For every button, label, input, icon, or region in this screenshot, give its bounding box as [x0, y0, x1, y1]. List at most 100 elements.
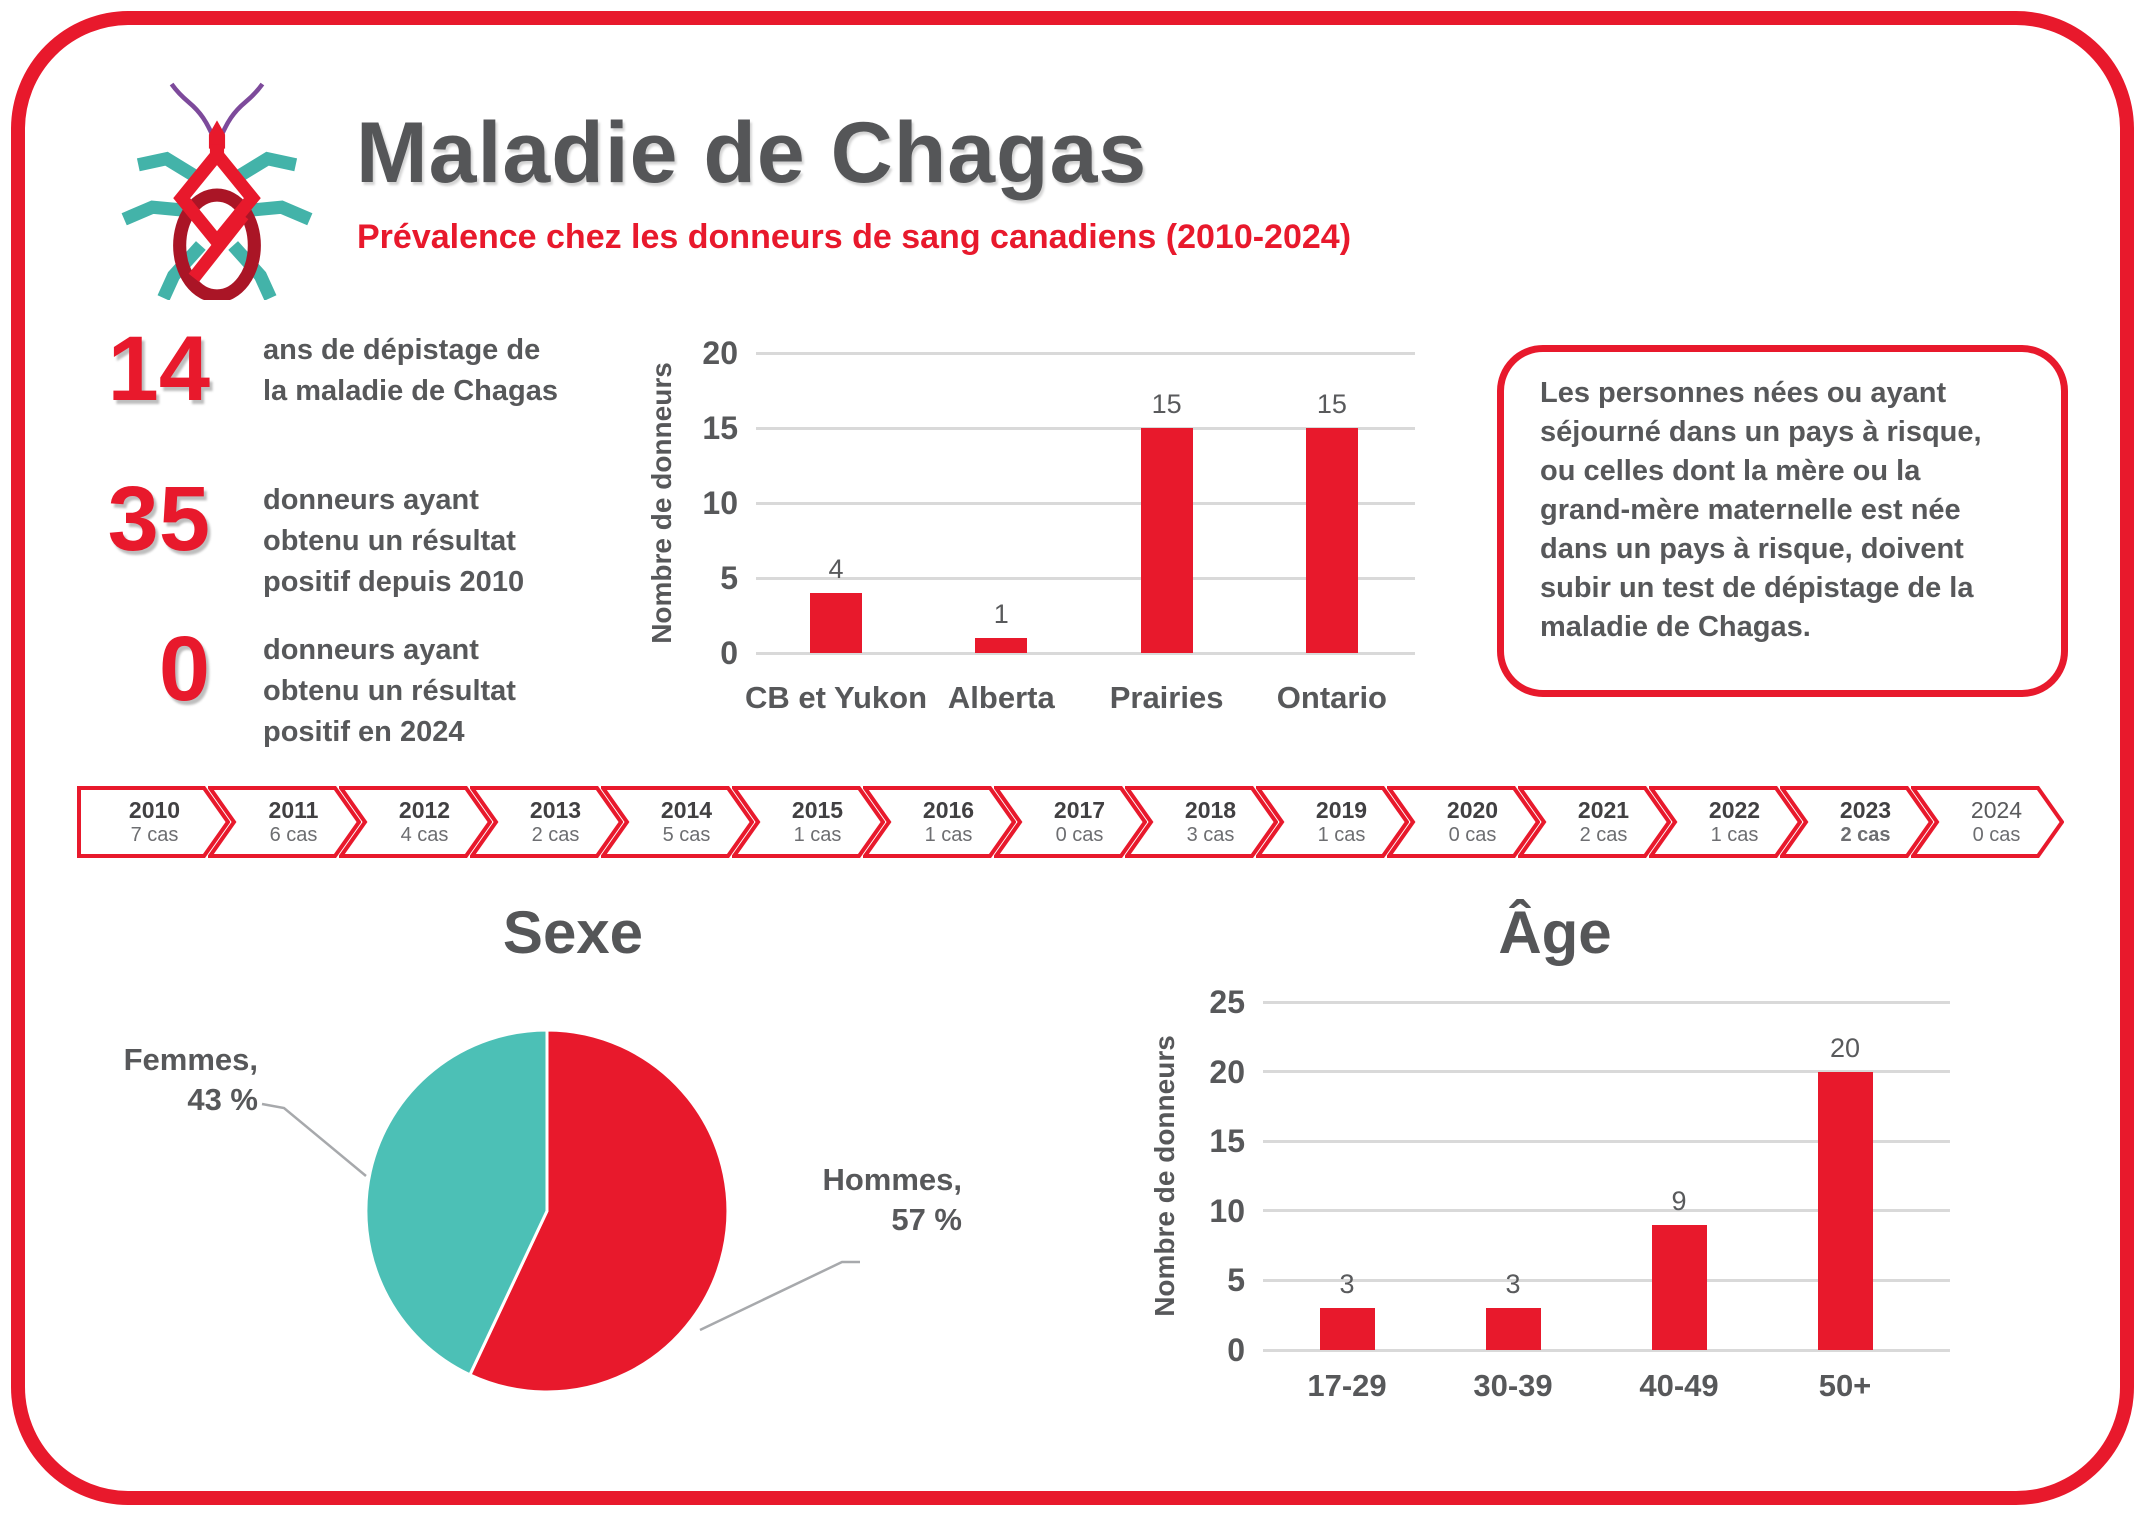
timeline-year-2015: 2015: [791, 797, 844, 823]
timeline-year-2020: 2020: [1446, 797, 1499, 823]
timeline-cases-2015: 1 cas: [793, 824, 842, 846]
bar-value-50+: 20: [1829, 1032, 1861, 1063]
gridline-5: [756, 576, 1415, 580]
y-tick-25: 25: [1209, 984, 1245, 1020]
gridline-15: [1263, 1139, 1950, 1143]
timeline-item-text-2016: 2016 1 cas: [863, 786, 1016, 858]
age-bar-chart: Nombre de donneurs 3 3 9 20 0 5 10 15 20 25 17-29…: [1140, 985, 2000, 1425]
timeline-chevron-shape: [1387, 786, 1540, 858]
y-tick-10: 10: [1209, 1192, 1245, 1229]
timeline-item-text-2017: 2017 0 cas: [994, 786, 1147, 858]
bar-value-CB et Yukon: 4: [828, 554, 844, 584]
timeline-chevron-shape: [601, 786, 754, 858]
y-tick-5: 5: [1227, 1262, 1245, 1299]
timeline-chevron-shape: [208, 786, 361, 858]
stat-positive-2024-value: 0: [158, 618, 210, 720]
timeline-chevron-shape: [732, 786, 885, 858]
timeline-year-2023: 2023: [1839, 797, 1892, 823]
stat-positive-2024-label: donneurs ayant obtenu un résultat positi…: [263, 634, 516, 748]
timeline-cases-2011: 6 cas: [269, 824, 318, 846]
pie-label-hommes-name: Hommes,: [822, 1162, 962, 1197]
gridline-20: [756, 351, 1415, 355]
bar-Ontario: [1305, 428, 1358, 653]
y-tick-15: 15: [702, 410, 738, 446]
timeline-chevron-shape: [77, 786, 230, 858]
timeline-item-2015: 2015 1 cas: [732, 786, 885, 858]
bar-50+: [1817, 1071, 1873, 1350]
timeline-chevron-shape: [1518, 786, 1671, 858]
timeline-cases-2024: 0 cas: [1972, 824, 2021, 846]
timeline-chevron-shape: [339, 786, 492, 858]
timeline-item-text-2013: 2013 2 cas: [470, 786, 623, 858]
timeline-chevron-shape: [470, 786, 623, 858]
gridline-0: [756, 651, 1415, 655]
gridline-15: [756, 426, 1415, 430]
timeline-item-2023: 2023 2 cas: [1780, 786, 1933, 858]
timeline-year-2014: 2014: [660, 797, 713, 823]
gridline-10: [756, 501, 1415, 505]
timeline-cases-2013: 2 cas: [531, 824, 580, 846]
timeline-item-2017: 2017 0 cas: [994, 786, 1147, 858]
bar-CB et Yukon: [810, 593, 862, 653]
timeline-item-2013: 2013 2 cas: [470, 786, 623, 858]
bar-value-Alberta: 1: [993, 599, 1009, 629]
timeline-chevron-shape: [1649, 786, 1802, 858]
timeline-year-2012: 2012: [398, 797, 451, 823]
timeline-item-2018: 2018 3 cas: [1125, 786, 1278, 858]
gridline-0: [1263, 1348, 1950, 1352]
category-label-Ontario: Ontario: [1276, 680, 1387, 715]
timeline-cases-2010: 7 cas: [130, 824, 179, 846]
timeline-item-2010: 2010 7 cas: [77, 786, 230, 858]
timeline-year-2018: 2018: [1184, 797, 1237, 823]
timeline-cases-2019: 1 cas: [1317, 824, 1366, 846]
category-label-17-29: 17-29: [1307, 1368, 1387, 1403]
timeline-cases-2012: 4 cas: [400, 824, 449, 846]
sexe-chart-title: Sexe: [502, 899, 644, 966]
timeline-item-text-2024: 2024 0 cas: [1911, 786, 2064, 858]
bar-value-30-39: 3: [1505, 1269, 1521, 1300]
timeline-chevron-shape: [994, 786, 1147, 858]
timeline-cases-2023: 2 cas: [1840, 824, 1891, 846]
timeline-cases-2022: 1 cas: [1710, 824, 1759, 846]
timeline-item-text-2019: 2019 1 cas: [1256, 786, 1409, 858]
stat-years-label: ans de dépistage de la maladie de Chagas: [263, 334, 558, 407]
bar-value-40-49: 9: [1671, 1185, 1687, 1216]
yearly-cases-timeline: 2010 7 cas 2011 6 cas 2012 4 cas 2013 2 cas 2014…: [77, 786, 2064, 858]
timeline-item-text-2010: 2010 7 cas: [77, 786, 230, 858]
timeline-item-text-2014: 2014 5 cas: [601, 786, 754, 858]
timeline-cases-2016: 1 cas: [924, 824, 973, 846]
bar-40-49: [1651, 1224, 1707, 1350]
timeline-item-2022: 2022 1 cas: [1649, 786, 1802, 858]
stat-positive-since-2010-label: donneurs ayant obtenu un résultat positi…: [263, 484, 525, 598]
gridline-5: [1263, 1278, 1950, 1282]
timeline-year-2022: 2022: [1708, 797, 1761, 823]
y-tick-0: 0: [720, 635, 738, 671]
timeline-year-2013: 2013: [529, 797, 582, 823]
category-label-50+: 50+: [1818, 1368, 1872, 1403]
kissing-bug-icon: [121, 82, 313, 300]
y-tick-15: 15: [1209, 1123, 1245, 1160]
timeline-year-2019: 2019: [1315, 797, 1368, 823]
timeline-item-2014: 2014 5 cas: [601, 786, 754, 858]
y-tick-0: 0: [1227, 1332, 1245, 1368]
timeline-item-text-2020: 2020 0 cas: [1387, 786, 1540, 858]
bar-17-29: [1319, 1308, 1375, 1350]
timeline-year-2021: 2021: [1577, 797, 1630, 823]
timeline-chevron-shape: [1125, 786, 1278, 858]
bar-Prairies: [1140, 428, 1193, 653]
age-plot-area: 3 3 9 20: [1263, 1000, 1950, 1352]
gridline-20: [1263, 1070, 1950, 1074]
y-tick-20: 20: [702, 335, 738, 371]
timeline-cases-2017: 0 cas: [1055, 824, 1104, 846]
timeline-cases-2018: 3 cas: [1186, 824, 1235, 846]
timeline-item-text-2011: 2011 6 cas: [208, 786, 361, 858]
stat-positive-since-2010-value: 35: [107, 468, 210, 570]
timeline-chevron-shape: [863, 786, 1016, 858]
pie-slice-Femmes: [364, 1028, 549, 1377]
category-label-Alberta: Alberta: [947, 680, 1055, 715]
bar-value-Prairies: 15: [1151, 389, 1182, 419]
timeline-item-text-2023: 2023 2 cas: [1780, 786, 1933, 858]
timeline-item-2019: 2019 1 cas: [1256, 786, 1409, 858]
gridline-25: [1263, 1000, 1950, 1004]
timeline-item-2016: 2016 1 cas: [863, 786, 1016, 858]
